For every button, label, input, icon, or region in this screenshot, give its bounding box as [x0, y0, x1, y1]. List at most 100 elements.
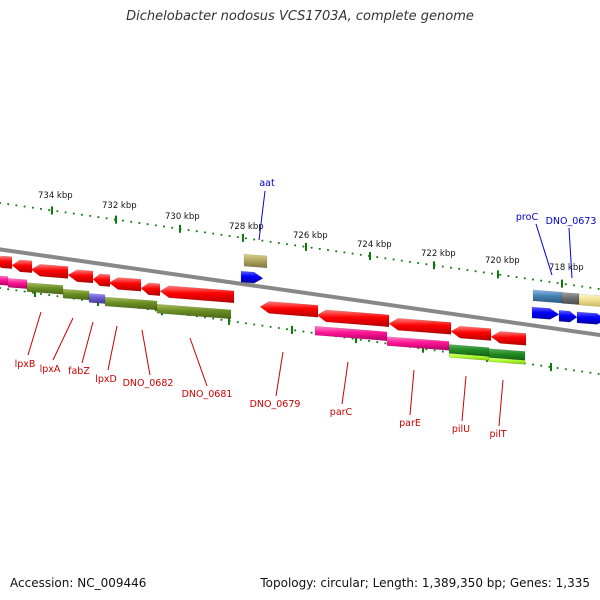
reverse-cds-arrow	[0, 255, 13, 269]
accession-text: Accession: NC_009446	[10, 576, 147, 590]
minor-tick	[294, 329, 297, 332]
feature-tracks	[0, 253, 600, 365]
minor-tick	[310, 246, 313, 249]
minor-tick	[261, 239, 264, 242]
minor-tick	[474, 270, 477, 273]
dno-0679-gene-label: DNO_0679	[250, 399, 301, 410]
minor-tick	[589, 371, 592, 374]
minor-tick	[236, 236, 239, 239]
minor-tick	[7, 288, 10, 291]
reverse-category-bar	[0, 275, 9, 286]
forward-cds-arrow	[531, 306, 560, 320]
minor-tick	[146, 223, 149, 226]
minor-tick	[351, 337, 354, 340]
reverse-cds-arrow	[67, 269, 94, 284]
minor-tick	[72, 212, 75, 215]
minor-tick	[56, 295, 59, 298]
minor-tick	[564, 368, 567, 371]
forward-category-bar	[243, 253, 268, 269]
minor-tick	[48, 209, 51, 211]
kbp-tick-label: 732 kbp	[102, 201, 137, 211]
minor-tick	[220, 233, 223, 236]
minor-tick	[359, 338, 362, 341]
outer-tick-ruler: 734 kbp 732 kbp 730 kbp 728 kbp 726 kbp 724 k…	[0, 191, 600, 290]
minor-tick	[212, 317, 215, 320]
minor-tick	[286, 328, 288, 331]
map-title: Dichelobacter nodosus VCS1703A, complete…	[126, 9, 474, 24]
minor-tick	[277, 327, 280, 329]
minor-tick	[384, 257, 387, 260]
parc-gene-label: parC	[330, 407, 353, 418]
minor-tick	[23, 205, 26, 208]
minor-tick	[228, 235, 231, 237]
minor-tick	[302, 330, 305, 333]
reverse-cds-arrow	[259, 301, 319, 318]
fabz-gene-label: fabZ	[68, 366, 90, 377]
dno-0681-leader-line	[189, 337, 208, 387]
minor-tick	[154, 224, 157, 227]
minor-tick	[130, 220, 133, 223]
reverse-cds-arrow	[450, 325, 492, 341]
minor-tick	[540, 364, 543, 367]
proc-gene-label: proC	[516, 212, 539, 223]
minor-tick	[261, 324, 264, 327]
minor-tick	[573, 369, 575, 372]
forward-category-bar	[561, 292, 580, 305]
minor-tick	[548, 280, 551, 283]
minor-tick	[122, 219, 124, 222]
minor-tick	[113, 218, 116, 221]
minor-tick	[499, 273, 502, 276]
minor-tick	[97, 216, 100, 219]
minor-tick	[556, 367, 559, 369]
minor-tick	[482, 271, 485, 274]
minor-tick	[441, 350, 444, 353]
kbp-tick-label: 734 kbp	[38, 191, 73, 201]
minor-tick	[0, 287, 1, 289]
minor-tick	[376, 341, 379, 344]
lpxb-gene-label: lpxB	[15, 359, 36, 370]
reverse-cds-arrow	[11, 259, 33, 274]
minor-tick	[392, 258, 395, 261]
minor-tick	[359, 253, 362, 256]
minor-tick	[441, 265, 444, 268]
minor-tick	[163, 225, 165, 228]
minor-tick	[286, 243, 288, 246]
aat-leader-line	[258, 190, 266, 241]
minor-tick	[581, 370, 584, 373]
pilu-gene-label: pilU	[452, 424, 470, 435]
minor-tick	[540, 279, 543, 282]
minor-tick	[56, 210, 59, 213]
minor-tick	[48, 294, 51, 296]
genome-backbone	[0, 247, 600, 337]
minor-tick	[81, 298, 83, 301]
minor-tick	[195, 230, 198, 233]
reverse-category-bar	[156, 303, 232, 320]
minor-tick	[204, 316, 206, 319]
forward-cds-arrow	[240, 270, 264, 284]
minor-tick	[31, 291, 34, 294]
minor-tick	[220, 318, 223, 321]
minor-tick	[40, 292, 42, 295]
reverse-category-bar	[88, 293, 106, 304]
dno-0673-gene-label: DNO_0673	[546, 216, 597, 227]
minor-tick	[458, 267, 461, 270]
lpxa-leader-line	[52, 317, 74, 361]
lpxb-leader-line	[27, 311, 42, 356]
dno-0673-leader-line	[568, 227, 573, 279]
minor-tick	[310, 331, 313, 334]
minor-tick	[433, 349, 436, 352]
reverse-cds-arrow	[388, 318, 452, 335]
minor-tick	[204, 231, 206, 234]
minor-tick	[253, 323, 256, 326]
minor-tick	[523, 277, 526, 280]
pilu-leader-line	[461, 375, 467, 422]
minor-tick	[507, 275, 510, 277]
minor-tick	[187, 229, 190, 231]
kbp-tick-label: 724 kbp	[357, 240, 392, 250]
minor-tick	[327, 249, 329, 251]
reverse-cds-arrow	[108, 277, 142, 292]
minor-tick	[89, 215, 92, 217]
minor-tick	[515, 276, 518, 279]
kbp-tick-label: 730 kbp	[165, 212, 200, 222]
minor-tick	[343, 251, 346, 254]
